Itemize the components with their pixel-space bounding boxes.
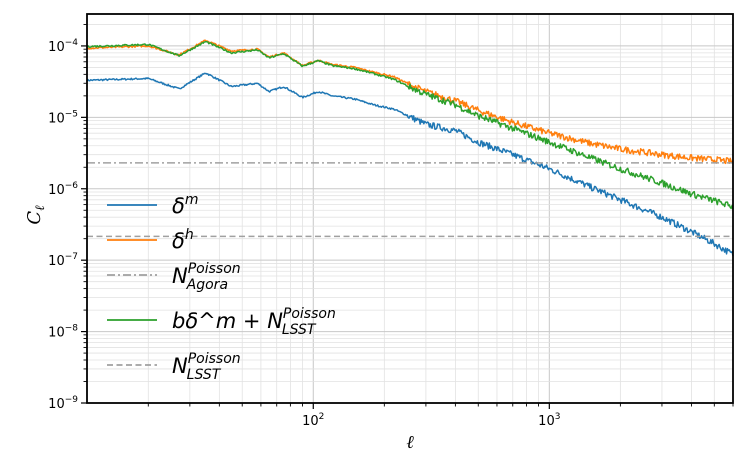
y-tick-label: 10−6 [48,181,78,198]
legend-label-0: δm [172,192,199,218]
x-axis-label: ℓ [406,432,414,453]
x-tick-label: 102 [302,412,324,429]
plot-frame [86,13,734,404]
legend-label-3: bδ^m + NPoisson LSST [172,306,336,338]
ticks: 102 103 10−9 10−8 10−7 10−6 10−5 10−4 [48,23,734,429]
series-line-1 [86,39,734,165]
y-tick-label: 10−7 [48,252,78,269]
y-tick-label: 10−8 [48,324,78,341]
y-tick-label: 10−5 [48,109,78,126]
plot-lines [86,39,734,257]
y-tick-label: 10−9 [48,395,78,412]
y-tick-label: 10−4 [48,38,78,55]
legend-label-4: NPoisson LSST [172,351,241,383]
legend-label-2: NPoisson Agora [172,261,241,293]
series-line-3 [86,40,734,210]
series-line-0 [86,72,734,257]
legend: δm δh NPoisson Agora bδ^m + NPoisson LSST NPoi… [107,192,336,383]
legend-label-1: δh [172,227,194,253]
x-tick-label: 103 [538,412,560,429]
